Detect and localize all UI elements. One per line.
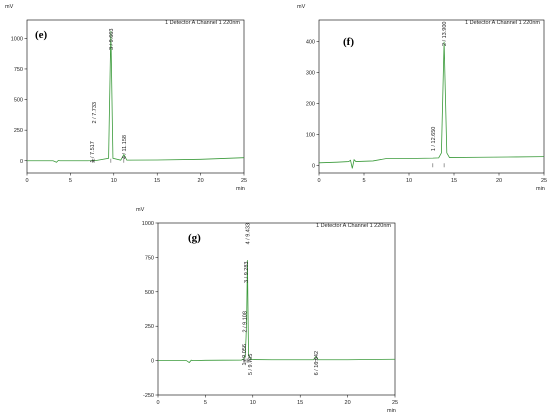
panel-letter: (e) bbox=[35, 29, 48, 41]
x-tick-label: 0 bbox=[317, 178, 320, 184]
x-tick-label: 20 bbox=[198, 178, 204, 184]
peak-label: 1 / 7.517 bbox=[90, 141, 96, 162]
peak-label: 1 / 12.650 bbox=[431, 127, 437, 151]
peak-label: 5 / 9.705 bbox=[248, 354, 254, 375]
x-tick-label: 20 bbox=[345, 400, 351, 406]
x-tick-label: 15 bbox=[451, 178, 457, 184]
peak-label: 2 / 7.733 bbox=[92, 102, 98, 123]
plot-frame bbox=[318, 19, 545, 174]
y-tick-label: 400 bbox=[306, 40, 315, 46]
chromatogram-trace bbox=[158, 260, 396, 364]
y-tick-label: 250 bbox=[145, 324, 154, 330]
peak-label: 1 / 9.056 bbox=[242, 344, 248, 365]
x-tick-label: 25 bbox=[392, 400, 398, 406]
plot-frame bbox=[157, 222, 396, 396]
peak-label: 3 / 9.663 bbox=[109, 29, 115, 50]
y-tick-label: 100 bbox=[306, 132, 315, 138]
y-axis-unit: mV bbox=[297, 4, 306, 10]
panel-letter: (g) bbox=[188, 232, 201, 244]
y-tick-label: 0 bbox=[312, 163, 315, 169]
x-tick-label: 15 bbox=[297, 400, 303, 406]
x-tick-label: 10 bbox=[406, 178, 412, 184]
peak-label: 4 / 11.158 bbox=[122, 135, 128, 159]
peak-label: 6 / 16.642 bbox=[314, 351, 320, 375]
x-tick-label: 10 bbox=[250, 400, 256, 406]
x-tick-label: 0 bbox=[25, 178, 28, 184]
y-tick-label: 1000 bbox=[142, 221, 154, 227]
y-tick-label: 250 bbox=[14, 128, 23, 134]
detector-label: 1 Detector A Channel 1 220nm bbox=[165, 20, 240, 26]
y-tick-label: 750 bbox=[145, 255, 154, 261]
panel-letter: (f) bbox=[343, 36, 354, 48]
x-tick-label: 25 bbox=[541, 178, 547, 184]
y-tick-label: -250 bbox=[143, 393, 154, 399]
y-tick-label: 300 bbox=[306, 71, 315, 77]
panel-f: 0 100 200 300 400 0 5 10 15 20 25 mV min 1 Detector A… bbox=[297, 4, 547, 192]
y-tick-label: 1000 bbox=[11, 36, 23, 42]
peak-label: 3 / 9.283 bbox=[244, 262, 250, 283]
x-tick-label: 10 bbox=[111, 178, 117, 184]
panel-e: 0 250 500 750 1000 0 5 10 15 20 25 mV min 1 Detector … bbox=[5, 4, 247, 192]
y-tick-label: 0 bbox=[20, 159, 23, 165]
x-tick-label: 15 bbox=[154, 178, 160, 184]
x-tick-label: 5 bbox=[204, 400, 207, 406]
x-axis-unit: min bbox=[236, 186, 245, 192]
y-tick-label: 500 bbox=[145, 290, 154, 296]
y-tick-label: 200 bbox=[306, 101, 315, 107]
detector-label: 1 Detector A Channel 1 220nm bbox=[465, 20, 540, 26]
peak-label: 2 / 13.900 bbox=[442, 22, 448, 46]
plot-frame bbox=[26, 19, 245, 174]
y-tick-label: 750 bbox=[14, 67, 23, 73]
x-axis-unit: min bbox=[536, 186, 545, 192]
x-tick-label: 0 bbox=[156, 400, 159, 406]
x-tick-label: 20 bbox=[496, 178, 502, 184]
y-tick-label: 500 bbox=[14, 98, 23, 104]
y-axis-unit: mV bbox=[5, 4, 14, 10]
x-axis-unit: min bbox=[387, 408, 396, 414]
x-tick-label: 5 bbox=[69, 178, 72, 184]
peak-label: 2 / 9.108 bbox=[242, 311, 248, 332]
peak-label: 4 / 9.433 bbox=[245, 223, 251, 244]
y-tick-label: 0 bbox=[151, 359, 154, 365]
y-axis-unit: mV bbox=[136, 207, 145, 213]
detector-label: 1 Detector A Channel 1 220nm bbox=[316, 223, 391, 229]
x-tick-label: 25 bbox=[241, 178, 247, 184]
chromatogram-trace bbox=[318, 41, 545, 169]
x-tick-label: 5 bbox=[362, 178, 365, 184]
chromatogram-trace bbox=[27, 31, 245, 163]
